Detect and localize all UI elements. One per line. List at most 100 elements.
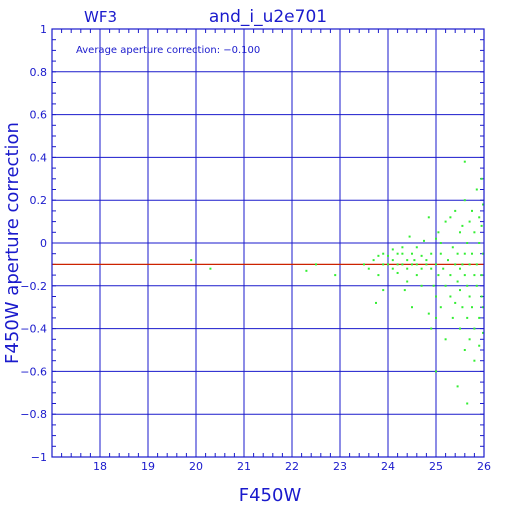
data-point xyxy=(367,267,370,270)
data-point xyxy=(444,284,447,287)
x-tick-label: 26 xyxy=(477,460,491,473)
data-point xyxy=(471,306,473,309)
data-point xyxy=(451,316,454,319)
data-point xyxy=(391,248,394,251)
data-point xyxy=(480,274,483,277)
data-point xyxy=(480,224,483,227)
data-point xyxy=(466,402,469,405)
data-point xyxy=(473,359,476,362)
data-point xyxy=(473,327,476,330)
data-point xyxy=(411,252,413,255)
data-point xyxy=(475,263,478,266)
data-point xyxy=(468,220,471,223)
data-point xyxy=(471,209,473,212)
data-point xyxy=(459,267,461,270)
data-point xyxy=(401,246,404,249)
data-point xyxy=(473,274,476,277)
data-point xyxy=(482,306,485,309)
data-point xyxy=(425,263,428,266)
data-point xyxy=(459,231,461,234)
data-point xyxy=(478,242,481,244)
data-point xyxy=(444,338,447,341)
data-point xyxy=(430,267,433,270)
data-point xyxy=(480,295,483,298)
data-point xyxy=(435,237,437,240)
data-point xyxy=(461,306,464,309)
data-point xyxy=(415,263,418,266)
data-point xyxy=(382,289,385,292)
data-point xyxy=(449,274,452,277)
data-point xyxy=(437,274,440,277)
data-point xyxy=(478,216,481,219)
data-point xyxy=(413,259,416,262)
chart-title: and_i_u2e701 xyxy=(209,7,327,27)
data-point xyxy=(372,259,375,262)
x-axis-label: F450W xyxy=(239,485,302,506)
x-tick-label: 20 xyxy=(189,460,203,473)
data-point xyxy=(456,280,459,283)
data-point xyxy=(396,263,399,266)
data-point xyxy=(411,263,413,266)
data-point xyxy=(466,316,469,319)
data-point xyxy=(482,331,485,334)
data-point xyxy=(461,263,464,266)
y-tick-label: −0.2 xyxy=(20,280,47,293)
data-point xyxy=(463,252,466,255)
data-point xyxy=(435,316,437,319)
data-point xyxy=(480,177,483,180)
data-point xyxy=(420,254,423,257)
data-point xyxy=(466,242,469,244)
data-point xyxy=(461,224,464,227)
data-point xyxy=(473,231,476,234)
data-point xyxy=(444,220,447,223)
data-point xyxy=(463,274,466,277)
data-point xyxy=(463,349,466,351)
data-point xyxy=(437,231,440,234)
data-point xyxy=(396,271,399,274)
y-axis-label: F450W aperture correction xyxy=(2,122,23,364)
data-point xyxy=(403,289,406,292)
data-point xyxy=(427,312,430,315)
data-point xyxy=(415,246,418,249)
x-tick-label: 19 xyxy=(141,460,155,473)
data-point xyxy=(471,252,473,255)
chip-label: WF3 xyxy=(84,8,117,26)
data-point xyxy=(456,252,459,255)
data-point xyxy=(430,327,433,330)
data-point xyxy=(463,160,466,163)
plot-frame xyxy=(51,28,485,458)
data-point xyxy=(401,263,404,266)
data-point xyxy=(401,252,404,255)
data-point xyxy=(411,306,413,309)
data-point xyxy=(209,267,212,270)
data-point xyxy=(430,252,433,255)
data-point xyxy=(478,344,481,347)
data-point xyxy=(435,263,437,266)
data-point xyxy=(439,306,442,309)
data-point xyxy=(408,235,411,238)
x-tick-label: 18 xyxy=(93,460,107,473)
data-point xyxy=(454,301,457,304)
data-point xyxy=(415,274,418,277)
x-tick-labels: 18 19 20 21 22 23 24 25 26 xyxy=(93,460,491,473)
data-point xyxy=(334,274,337,277)
y-tick-label: 1 xyxy=(40,23,47,36)
x-tick-label: 25 xyxy=(429,460,443,473)
data-point xyxy=(459,327,461,330)
data-point xyxy=(420,284,423,287)
data-point xyxy=(375,301,377,304)
data-point xyxy=(387,254,389,257)
data-point xyxy=(382,252,385,255)
data-point xyxy=(305,269,308,272)
data-point xyxy=(475,284,478,287)
x-tick-label: 23 xyxy=(333,460,347,473)
grid-lines xyxy=(51,28,485,458)
y-tick-label: −0.8 xyxy=(20,408,47,421)
x-tick-label: 22 xyxy=(285,460,299,473)
data-point xyxy=(377,254,380,257)
data-point xyxy=(468,338,471,341)
data-point xyxy=(406,259,409,262)
data-point xyxy=(449,295,452,298)
data-point xyxy=(377,274,380,277)
data-point xyxy=(423,239,425,242)
